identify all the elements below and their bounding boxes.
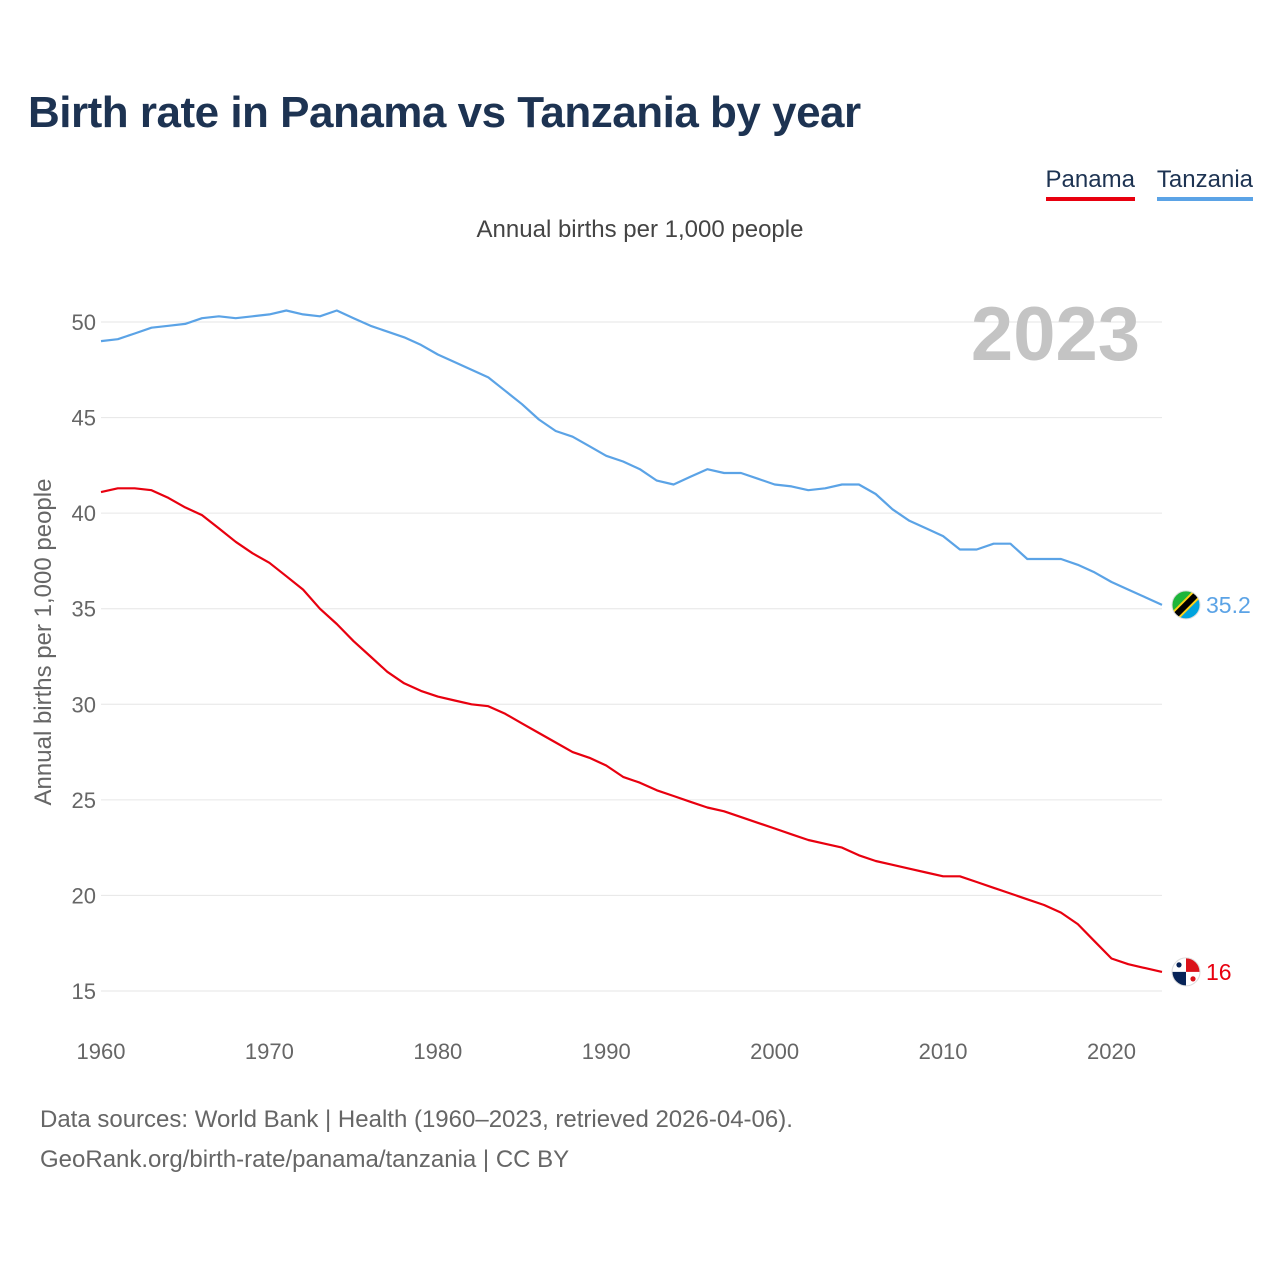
tanzania-flag-icon — [1171, 590, 1201, 620]
page-title: Birth rate in Panama vs Tanzania by year — [28, 88, 861, 137]
footer-credit: GeoRank.org/birth-rate/panama/tanzania |… — [40, 1146, 570, 1173]
y-tick-label: 45 — [72, 406, 96, 431]
y-tick-label: 25 — [72, 788, 96, 813]
x-axis-ticks: 1960 1970 1980 1990 2000 2010 2020 — [77, 1039, 1136, 1064]
end-value-tanzania: 35.2 — [1206, 592, 1251, 618]
y-axis-ticks: 15 20 25 30 35 40 45 50 — [72, 310, 96, 1004]
x-tick-label: 1990 — [582, 1039, 631, 1064]
gridlines — [101, 321, 1162, 992]
x-tick-label: 1970 — [245, 1039, 294, 1064]
x-tick-label: 1960 — [77, 1039, 126, 1064]
y-tick-label: 40 — [72, 501, 96, 526]
series-line-panama — [100, 487, 1163, 973]
y-axis-label: Annual births per 1,000 people — [30, 479, 57, 806]
end-markers: 16 35.2 — [1171, 590, 1251, 987]
end-value-panama: 16 — [1206, 959, 1232, 985]
legend-item-tanzania[interactable]: Tanzania — [1156, 166, 1253, 201]
x-tick-label: 1980 — [413, 1039, 462, 1064]
y-tick-label: 20 — [72, 883, 96, 908]
year-watermark: 2023 — [971, 292, 1140, 377]
x-tick-label: 2020 — [1087, 1039, 1136, 1064]
legend: Panama Tanzania — [1045, 166, 1253, 201]
legend-item-panama[interactable]: Panama — [1045, 166, 1135, 201]
chart-subtitle: Annual births per 1,000 people — [476, 216, 804, 243]
x-tick-label: 2000 — [750, 1039, 799, 1064]
y-tick-label: 50 — [72, 310, 96, 335]
series-line-tanzania — [100, 309, 1163, 606]
y-tick-label: 30 — [72, 692, 96, 717]
y-tick-label: 15 — [72, 979, 96, 1004]
footer-sources: Data sources: World Bank | Health (1960–… — [40, 1106, 793, 1133]
line-chart: 15 20 25 30 35 40 45 50 1960 1970 1980 1990 2000 201… — [30, 292, 1251, 1064]
series-lines — [100, 309, 1163, 973]
x-tick-label: 2010 — [919, 1039, 968, 1064]
y-tick-label: 35 — [72, 597, 96, 622]
panama-flag-icon — [1171, 957, 1201, 987]
